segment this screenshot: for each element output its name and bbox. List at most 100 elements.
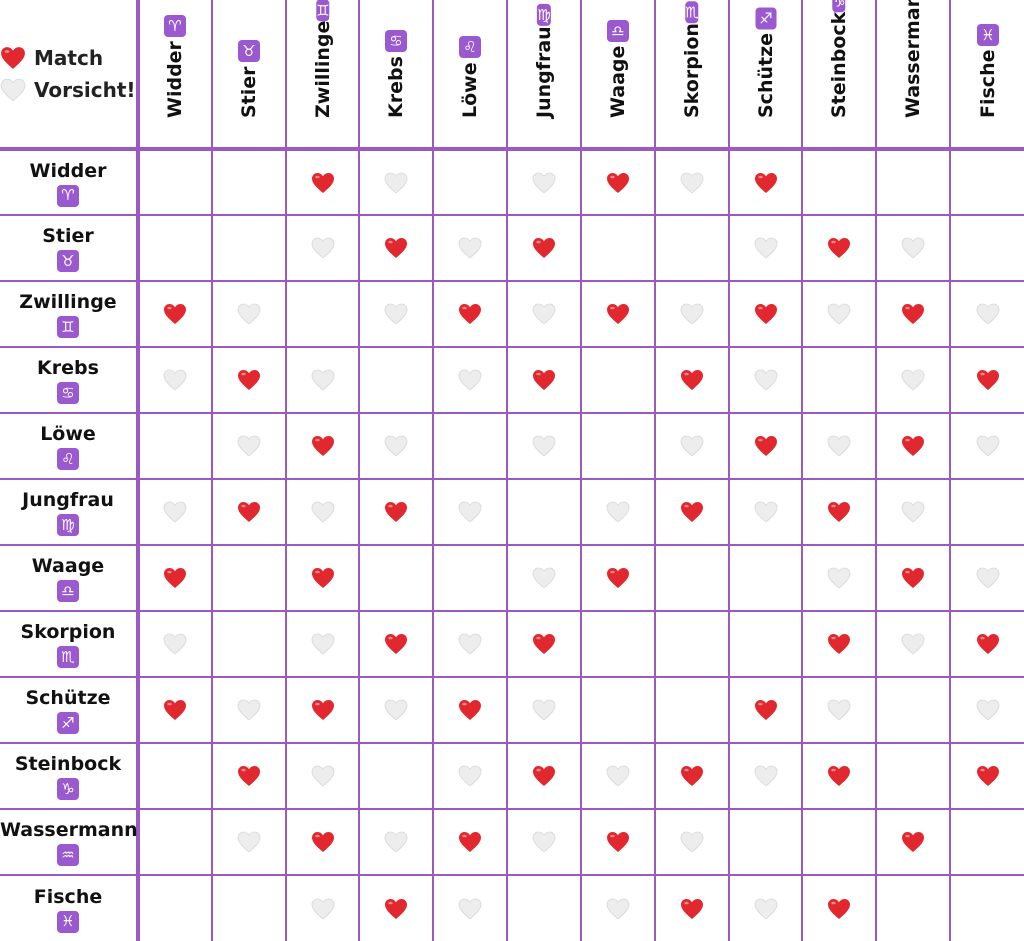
red-heart-icon [976,370,999,390]
matrix-cell [210,280,287,348]
matrix-cell [653,412,730,480]
matrix-cell [284,874,361,941]
matrix-cell [579,874,656,941]
matrix-cell [579,742,656,810]
matrix-cell [506,280,582,348]
red-heart-icon [680,766,703,786]
column-header-loewe: Löwe ♌ [432,0,509,151]
matrix-cell [506,346,582,414]
white-heart-icon [164,501,187,523]
matrix-cell [875,280,952,348]
white-heart-icon [532,303,556,325]
matrix-cell [653,478,730,546]
white-heart-icon [827,303,851,325]
row-header-skorpion: Skorpion ♏ [0,610,140,678]
matrix-cell [949,676,1024,744]
red-heart-icon [828,502,851,522]
column-header-skorpion: Skorpion ♏ [653,0,730,151]
matrix-cell [358,214,435,282]
white-heart-icon [384,435,408,457]
column-header-stier: Stier ♉ [210,0,287,151]
matrix-cell [949,346,1024,414]
white-heart-icon [237,699,261,721]
red-heart-icon [459,700,482,720]
matrix-cell [210,874,287,941]
column-header-content: Stier ♉ [236,8,262,118]
zodiac-loewe-icon: ♌ [459,36,482,59]
column-header-label: Widder [164,41,187,118]
zodiac-widder-icon: ♈ [57,184,79,207]
column-header-label: Skorpion [680,23,703,118]
matrix-cell [432,676,509,744]
zodiac-skorpion-icon: ♏ [684,1,699,24]
matrix-cell [284,808,361,876]
red-heart-icon [311,700,334,720]
matrix-cell [579,610,656,678]
white-heart-icon [384,831,408,853]
red-heart-icon [680,898,703,919]
matrix-cell [137,742,213,810]
matrix-cell [284,412,361,480]
matrix-cell [506,478,582,546]
matrix-cell [727,874,804,941]
table-row: Schütze ♐ [0,676,1024,744]
matrix-cell [210,808,287,876]
zodiac-widder-icon: ♈ [164,15,187,38]
matrix-cell [875,478,952,546]
row-header-label: Jungfrau [22,489,114,511]
column-header-steinbock: Steinbock ♑ [801,0,878,151]
legend-item-caution: Vorsicht! [0,74,136,106]
white-heart-icon [976,699,999,721]
red-heart-icon [606,304,629,324]
red-heart-icon [459,832,482,852]
matrix-cell [284,346,361,414]
zodiac-schuetze-icon: ♐ [755,7,777,30]
red-heart-icon [1,46,25,69]
legend-label-caution: Vorsicht! [34,77,136,102]
matrix-cell [801,808,878,876]
matrix-cell [801,874,878,941]
matrix-cell [949,874,1024,941]
matrix-cell [137,874,213,941]
white-heart-icon [237,303,261,325]
matrix-cell [727,808,804,876]
zodiac-steinbock-icon: ♑ [832,0,847,13]
white-heart-icon [532,435,556,457]
column-header-label: Zwillinge [311,20,334,118]
matrix-cell [506,544,582,612]
white-heart-icon [458,501,482,523]
white-heart-icon [237,435,261,457]
column-header-label: Krebs [385,56,408,118]
row-header-label: Wassermann [0,819,138,841]
row-header-label: Stier [42,225,94,247]
zodiac-skorpion-icon: ♏ [57,646,79,668]
matrix-cell [210,148,287,216]
red-heart-icon [828,634,851,654]
matrix-cell [653,808,730,876]
matrix-cell [653,280,730,348]
red-heart-icon [828,898,851,919]
red-heart-icon [902,304,925,324]
legend: Match Vorsicht! [0,0,140,151]
column-header-content: Waage ♎ [605,8,631,118]
matrix-cell [875,676,952,744]
zodiac-waage-icon: ♎ [57,580,79,602]
row-header-label: Fische [33,885,103,908]
red-heart-icon [237,502,260,522]
zodiac-jungfrau-icon: ♍ [536,4,552,27]
zodiac-fische-icon: ♓ [976,23,999,46]
red-heart-icon [533,634,556,654]
white-heart-icon [311,633,334,655]
red-heart-icon [385,898,408,919]
white-heart-icon [827,699,851,721]
white-heart-icon [606,501,630,523]
red-heart-icon [311,172,334,193]
red-heart-icon [237,370,260,390]
white-heart-icon [754,898,777,920]
white-heart-icon [827,567,851,589]
column-header-waage: Waage ♎ [579,0,656,151]
red-heart-icon [164,304,187,324]
red-heart-icon [385,502,408,522]
matrix-cell [210,214,287,282]
matrix-cell [358,544,435,612]
